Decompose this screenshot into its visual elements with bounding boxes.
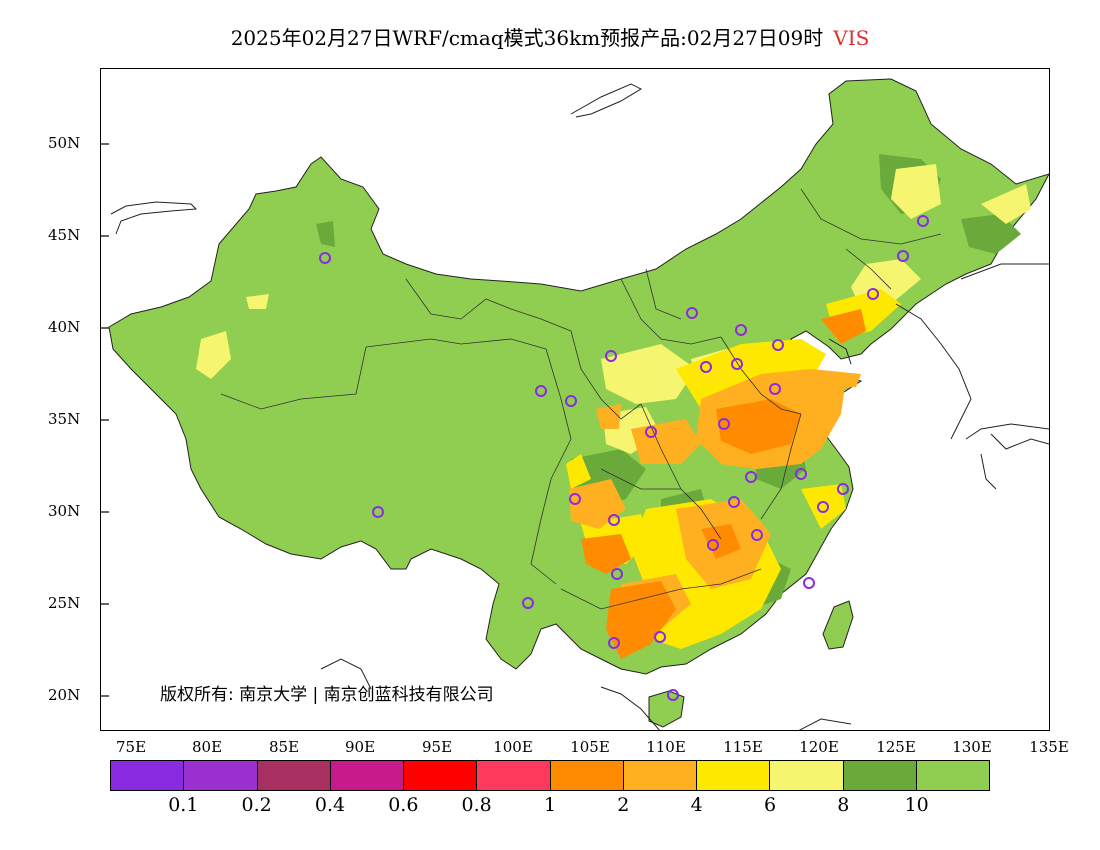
vis-2-zones (581, 309, 866, 659)
colorbar-segment (330, 761, 404, 790)
lat-label-35n: 35N (48, 410, 81, 428)
lat-ticks (101, 143, 109, 697)
colorbar-label: 10 (904, 794, 929, 816)
colorbar-segment (257, 761, 331, 790)
station-markers (319, 215, 929, 701)
map-frame[interactable] (100, 68, 1050, 731)
colorbar-segment (916, 761, 989, 790)
lon-label-110e: 110E (646, 738, 686, 756)
province-borders (220, 188, 942, 610)
lon-label-125e: 125E (876, 738, 916, 756)
title-variable: VIS (833, 26, 870, 50)
lon-label-120e: 120E (799, 738, 839, 756)
taiwan-island (822, 600, 854, 650)
colorbar-segment (404, 761, 478, 790)
lat-label-25n: 25N (48, 594, 81, 612)
colorbar-segment (111, 761, 185, 790)
colorbar-label: 0.4 (314, 794, 346, 816)
lon-label-135e: 135E (1029, 738, 1069, 756)
neighbor-outlines (110, 83, 1049, 730)
colorbar-label: 0.2 (241, 794, 272, 816)
colorbar-label: 6 (763, 794, 777, 816)
colorbar-segment (477, 761, 551, 790)
map-svg (101, 78, 1049, 730)
map-title: 2025年02月27日WRF/cmaq模式36km预报产品:02月27日09时 V… (0, 22, 1100, 51)
colorbar-segment (623, 761, 697, 790)
lon-label-95e: 95E (421, 738, 453, 756)
lat-label-40n: 40N (48, 318, 81, 336)
colorbar-label: 8 (837, 794, 850, 816)
lat-label-30n: 30N (48, 502, 81, 520)
copyright-text: 版权所有: 南京大学 | 南京创蓝科技有限公司 (160, 685, 494, 705)
lat-label-50n: 50N (48, 134, 81, 152)
title-main: 2025年02月27日WRF/cmaq模式36km预报产品:02月27日09时 (230, 26, 824, 50)
colorbar-segment (843, 761, 917, 790)
lon-label-80e: 80E (191, 738, 223, 756)
lat-label-45n: 45N (48, 226, 81, 244)
colorbar-segment (770, 761, 844, 790)
lon-label-75e: 75E (115, 738, 147, 756)
colorbar-label: 2 (617, 794, 630, 816)
lat-label-20n: 20N (48, 686, 81, 704)
colorbar (110, 760, 990, 791)
colorbar-segment (550, 761, 624, 790)
lon-label-100e: 100E (493, 738, 533, 756)
colorbar-label: 0.8 (461, 794, 492, 816)
colorbar-label: 1 (543, 794, 557, 816)
lon-label-130e: 130E (952, 738, 992, 756)
lon-label-85e: 85E (268, 738, 300, 756)
lon-label-105e: 105E (570, 738, 610, 756)
colorbar-label: 0.6 (388, 794, 419, 816)
colorbar-segment (184, 761, 258, 790)
lon-label-90e: 90E (344, 738, 376, 756)
lon-label-115e: 115E (723, 738, 763, 756)
colorbar-label: 4 (690, 794, 703, 816)
colorbar-segment (697, 761, 771, 790)
colorbar-label: 0.1 (168, 794, 199, 816)
